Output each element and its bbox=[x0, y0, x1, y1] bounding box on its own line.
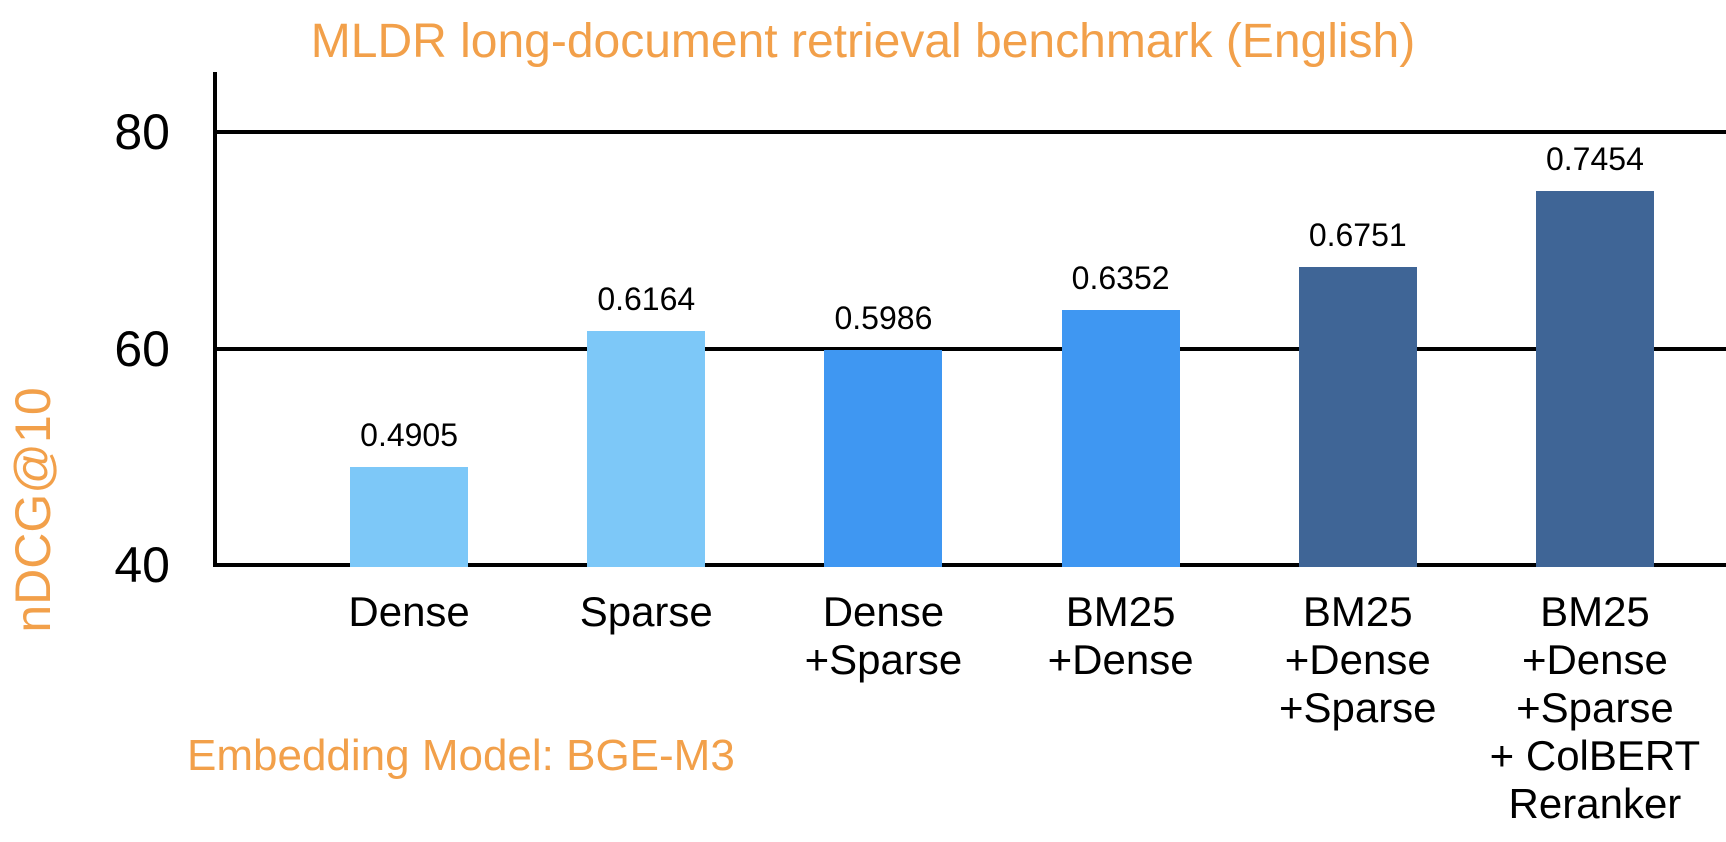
x-axis-line bbox=[215, 563, 1726, 567]
bar-value-label: 0.7454 bbox=[1545, 141, 1644, 178]
bar-value-label: 0.6751 bbox=[1308, 217, 1407, 254]
y-gridline bbox=[215, 130, 1726, 134]
bar-value-label: 0.5986 bbox=[834, 300, 933, 336]
y-tick-label: 60 bbox=[114, 320, 170, 377]
bar-value-label: 0.6164 bbox=[597, 280, 696, 317]
bar bbox=[1535, 191, 1654, 567]
y-axis-line bbox=[213, 72, 217, 567]
chart-title: MLDR long-document retrieval benchmark (… bbox=[310, 15, 1416, 68]
footnote-embedding-model: Embedding Model: BGE-M3 bbox=[187, 731, 735, 780]
y-gridline bbox=[215, 346, 1726, 351]
category-label: Sparse bbox=[579, 588, 713, 635]
bar bbox=[587, 330, 706, 567]
category-label: BM25 +Dense bbox=[1047, 588, 1194, 683]
bar-value-label: 0.6352 bbox=[1071, 260, 1170, 297]
bar bbox=[1061, 310, 1180, 567]
y-tick-label: 40 bbox=[114, 537, 170, 593]
category-label: BM25 +Dense +Sparse bbox=[1278, 588, 1437, 731]
bar bbox=[1298, 267, 1417, 567]
category-label: Dense +Sparse bbox=[804, 588, 963, 683]
category-label: Dense bbox=[348, 588, 470, 635]
bar bbox=[350, 467, 469, 567]
y-tick-label: 80 bbox=[114, 104, 170, 160]
bar-value-label: 0.4905 bbox=[360, 417, 459, 454]
category-label: BM25 +Dense +Sparse + ColBERT Reranker bbox=[1489, 588, 1701, 827]
bar bbox=[824, 350, 943, 567]
